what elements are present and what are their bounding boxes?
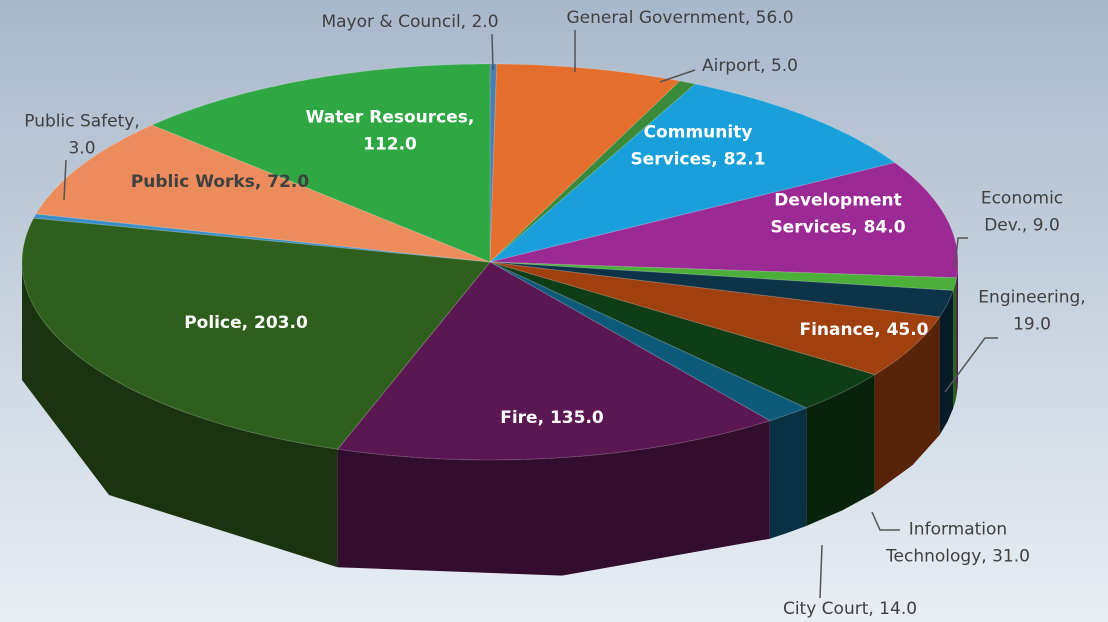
slice	[489, 83, 897, 263]
slice	[489, 63, 681, 264]
leader-line	[871, 511, 900, 531]
data-label: City Court, 14.0	[783, 599, 917, 619]
leader-line	[954, 237, 968, 269]
slice	[489, 261, 954, 318]
slice-side	[939, 290, 954, 435]
data-label: Mayor & Council, 2.0	[321, 12, 498, 32]
data-label: Community Services, 82.1	[630, 123, 765, 170]
data-label: Finance, 45.0	[799, 320, 928, 340]
leader-line	[63, 159, 67, 201]
slice	[489, 261, 808, 422]
data-label: General Government, 56.0	[566, 8, 793, 28]
slice	[489, 80, 697, 263]
slice-side	[806, 374, 875, 526]
slice	[489, 261, 876, 409]
slice	[489, 162, 959, 279]
data-label: Information Technology, 31.0	[885, 520, 1030, 567]
data-label: Water Resources, 112.0	[306, 108, 475, 155]
leader-line	[819, 544, 823, 599]
slice	[489, 261, 941, 376]
sides	[22, 262, 958, 576]
data-label: Development Services, 84.0	[770, 191, 905, 238]
data-label: Economic Dev., 9.0	[981, 189, 1063, 236]
slice	[21, 217, 491, 450]
data-label: Public Safety, 3.0	[24, 112, 140, 159]
data-label: Engineering, 19.0	[978, 288, 1085, 335]
leader-line	[944, 337, 998, 393]
tops	[21, 63, 959, 461]
slice-side	[769, 408, 807, 539]
slice-side	[22, 262, 338, 568]
leader-lines	[63, 30, 998, 599]
slice-side	[953, 277, 957, 409]
slice	[336, 261, 772, 461]
slice-side	[956, 262, 958, 396]
data-label: Police, 203.0	[184, 313, 308, 333]
slice	[35, 124, 491, 263]
data-label: Fire, 135.0	[500, 408, 604, 428]
slice-side	[337, 420, 770, 576]
labels: Mayor & Council, 2.0 General Government, …	[24, 8, 1085, 619]
slice	[32, 213, 491, 263]
data-label: Public Works, 72.0	[131, 172, 310, 192]
leader-line	[659, 69, 696, 83]
slice-side	[874, 317, 940, 493]
slice	[150, 63, 491, 263]
data-label: Airport, 5.0	[702, 56, 798, 76]
leader-line	[491, 33, 494, 71]
